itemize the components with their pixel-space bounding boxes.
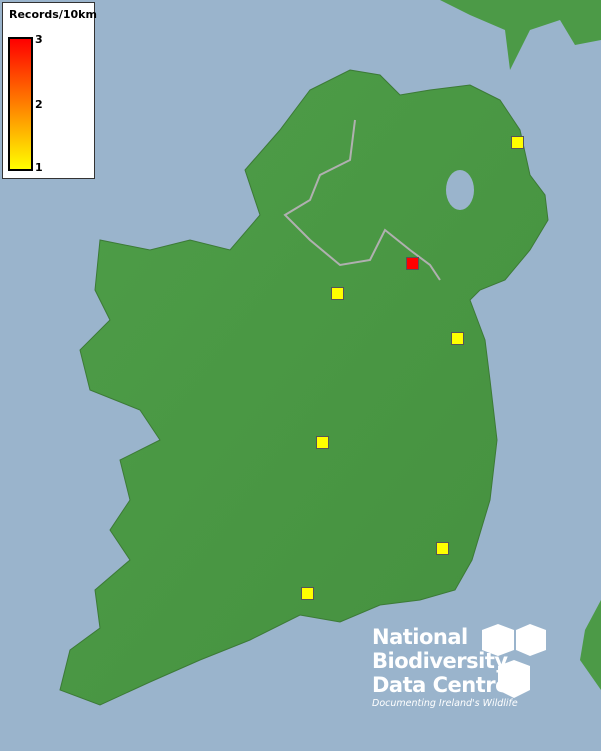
legend-color-ramp [8,37,33,171]
logo-hexagons-icon [482,624,546,698]
logo-tagline: Documenting Ireland's Wildlife [372,698,518,709]
wales-landmass [580,600,601,690]
legend-tick-mid: 2 [35,98,43,111]
legend: Records/10km 3 2 1 [2,2,97,179]
logo-line-1: National [372,625,468,649]
logo-line-3: Data Centre [372,673,509,697]
legend-tick-min: 1 [35,161,43,174]
lough-neagh [446,170,474,210]
logo-line-2: Biodiversity [372,649,508,673]
record-square-marker [301,587,314,600]
nbdc-logo: National Biodiversity Data Centre Docume… [372,625,518,709]
record-square-marker [316,436,329,449]
ireland-landmass [59,69,549,706]
record-square-marker [511,136,524,149]
legend-title: Records/10km [9,8,97,21]
record-square-marker [406,257,419,270]
northern-ireland-border [283,119,441,281]
record-square-marker [331,287,344,300]
legend-tick-max: 3 [35,33,43,46]
scotland-landmass [440,0,601,70]
record-square-marker [436,542,449,555]
record-square-marker [451,332,464,345]
